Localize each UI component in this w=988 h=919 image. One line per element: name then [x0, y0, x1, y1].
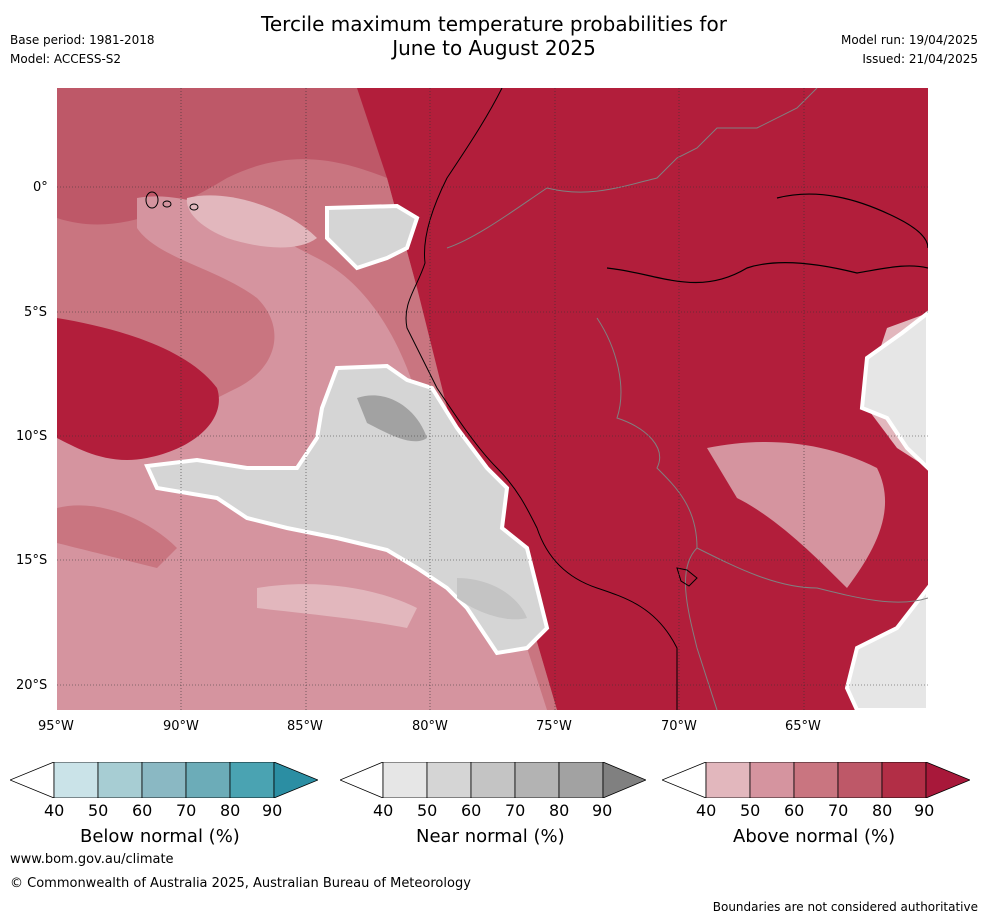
amazon-river: [606, 261, 928, 284]
footer-copyright: © Commonwealth of Australia 2025, Austra…: [10, 876, 471, 891]
colorbar-tick: 80: [549, 801, 570, 820]
galapagos-island: [145, 191, 159, 209]
title-line-1: Tercile maximum temperature probabilitie…: [261, 12, 727, 36]
above-50-south-patch: [257, 584, 417, 628]
colorbar-tick: 40: [44, 801, 65, 820]
colorbar-tick: 90: [914, 801, 935, 820]
above-60-east-band: [707, 442, 886, 588]
base-period-label: Base period: 1981-2018: [10, 33, 155, 47]
colorbar-tick: 70: [828, 801, 849, 820]
colorbar-segment: [141, 761, 187, 799]
lat-label: 0°: [33, 180, 48, 195]
near-normal-central-region: [144, 363, 550, 656]
model-run-label: Model run: 19/04/2025: [840, 33, 978, 47]
colorbar-tick: 50: [740, 801, 761, 820]
colorbar-tick: 90: [262, 801, 283, 820]
colorbar-tick: 40: [373, 801, 394, 820]
lat-label: 15°S: [16, 553, 48, 568]
colorbar-segment: [185, 761, 231, 799]
colorbar-high-cap: [602, 761, 648, 799]
colorbar-tick: 70: [176, 801, 197, 820]
lon-label: 75°W: [536, 719, 572, 734]
lon-label: 90°W: [163, 719, 199, 734]
galapagos-island: [162, 200, 172, 208]
lat-label: 10°S: [16, 429, 48, 444]
colorbar-segment: [426, 761, 472, 799]
colorbar-tick: 50: [88, 801, 109, 820]
footer-url: www.bom.gov.au/climate: [10, 852, 174, 867]
near-normal-colorbar: [338, 761, 648, 799]
border-peru-bolivia: [596, 317, 718, 710]
colorbar-segment: [97, 761, 143, 799]
amazon-tributary: [776, 193, 928, 249]
below-normal-colorbar: [8, 761, 320, 799]
colorbar-segment: [793, 761, 839, 799]
colorbar-tick: 60: [461, 801, 482, 820]
near-normal-70-patch: [357, 395, 427, 442]
colorbar-segment: [837, 761, 883, 799]
colorbar-tick: 80: [872, 801, 893, 820]
galapagos-island: [189, 203, 199, 211]
colorbar-low-cap: [8, 761, 55, 799]
lon-label: 65°W: [785, 719, 821, 734]
colorbar-low-cap: [338, 761, 384, 799]
colorbar-tick: 60: [784, 801, 805, 820]
colorbar-tick: 70: [505, 801, 526, 820]
colorbar-tick: 50: [417, 801, 438, 820]
border-bolivia-east: [696, 547, 928, 603]
colorbar-segment: [382, 761, 428, 799]
lat-label: 20°S: [16, 678, 48, 693]
footer-disclaimer: Boundaries are not considered authoritat…: [712, 900, 978, 914]
colorbar-svg: [338, 761, 648, 799]
colorbar-segment: [558, 761, 604, 799]
near-normal-label: Near normal (%): [416, 826, 565, 847]
near-normal-60-patch: [457, 578, 527, 620]
lon-label: 95°W: [38, 719, 74, 734]
colorbar-segment: [229, 761, 275, 799]
coastline: [405, 88, 678, 710]
colorbar-segment: [881, 761, 927, 799]
above-normal-colorbar: [660, 761, 972, 799]
probability-map: [57, 88, 928, 710]
title-line-2: June to August 2025: [392, 36, 596, 60]
near-normal-southeast-region: [844, 584, 928, 710]
colorbar-low-cap: [660, 761, 707, 799]
colorbar-svg: [8, 761, 320, 799]
issued-label: Issued: 21/04/2025: [862, 52, 978, 66]
colorbar-high-cap: [925, 761, 972, 799]
colorbar-segment: [514, 761, 560, 799]
near-normal-north-region: [325, 203, 420, 271]
colorbar-tick: 40: [696, 801, 717, 820]
colorbar-high-cap: [273, 761, 320, 799]
lon-label: 80°W: [412, 719, 448, 734]
model-label: Model: ACCESS-S2: [10, 52, 122, 66]
lat-label: 5°S: [24, 305, 48, 320]
below-normal-label: Below normal (%): [80, 826, 240, 847]
graticule: [57, 88, 928, 710]
lake-titicaca: [676, 567, 698, 587]
above-60-region: [57, 196, 547, 710]
border-north: [446, 88, 818, 249]
above-90-west-patch: [57, 318, 219, 460]
colorbar-svg: [660, 761, 972, 799]
colorbar-segment: [470, 761, 516, 799]
above-70-patch: [57, 505, 177, 568]
colorbar-tick: 60: [132, 801, 153, 820]
lon-label: 85°W: [287, 719, 323, 734]
map-canvas: [57, 88, 928, 710]
above-50-patch: [186, 195, 317, 248]
colorbar-segment: [705, 761, 751, 799]
colorbar-tick: 80: [220, 801, 241, 820]
colorbar-tick: 90: [592, 801, 613, 820]
map-title: Tercile maximum temperature probabilitie…: [0, 12, 988, 60]
lon-label: 70°W: [661, 719, 697, 734]
colorbar-segment: [749, 761, 795, 799]
colorbar-segment: [53, 761, 99, 799]
above-normal-label: Above normal (%): [733, 826, 896, 847]
near-normal-east-region: [859, 310, 928, 471]
